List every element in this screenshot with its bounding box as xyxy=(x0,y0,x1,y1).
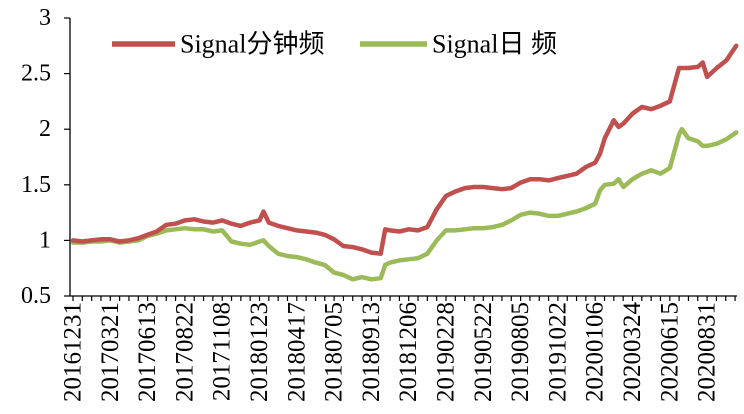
y-tick-label: 1.5 xyxy=(21,172,51,198)
y-tick-label: 2.5 xyxy=(21,61,51,87)
x-tick-label: 20161231 xyxy=(60,302,87,402)
x-tick-label: 20180913 xyxy=(358,302,385,402)
x-tick-label: 20200324 xyxy=(619,302,646,403)
x-tick-label: 20180417 xyxy=(283,302,310,402)
x-tick-label: 20181206 xyxy=(395,302,422,402)
legend-label-signal-daily: Signal日 频 xyxy=(432,30,557,59)
x-tick-label: 20200106 xyxy=(582,302,609,402)
x-tick-label: 20190805 xyxy=(507,302,534,402)
y-tick-label: 3 xyxy=(39,5,51,31)
series-line-signal-minute xyxy=(70,43,739,256)
x-tick-label: 20190522 xyxy=(470,302,497,402)
legend-item-signal-daily: Signal日 频 xyxy=(360,30,557,59)
legend-label-signal-minute: Signal分钟频 xyxy=(180,30,324,59)
legend-item-signal-minute: Signal分钟频 xyxy=(112,30,324,59)
x-tick-label: 20171108 xyxy=(209,302,236,401)
y-tick-label: 1 xyxy=(39,227,51,253)
x-tick-label: 20180705 xyxy=(321,302,348,402)
legend: Signal分钟频 Signal日 频 xyxy=(112,30,557,59)
x-tick-label: 20170321 xyxy=(97,302,124,402)
x-axis: 20161231 20170321 20170613 20170822 20171108… xyxy=(60,296,736,402)
y-axis: 0.5 1 1.5 2 2.5 3 xyxy=(21,5,70,309)
series-line-signal-daily xyxy=(70,126,739,282)
x-tick-label: 20191022 xyxy=(544,302,571,402)
x-tick-label: 20170822 xyxy=(171,302,198,402)
y-tick-label: 2 xyxy=(39,116,51,142)
y-tick-label: 0.5 xyxy=(21,283,51,309)
x-tick-label: 20170613 xyxy=(134,302,161,402)
x-tick-label: 20190228 xyxy=(433,302,460,402)
x-tick-label: 20200831 xyxy=(694,302,721,402)
x-tick-label: 20200615 xyxy=(656,302,683,402)
x-tick-label: 20180123 xyxy=(246,302,273,402)
plot-area xyxy=(70,43,739,282)
